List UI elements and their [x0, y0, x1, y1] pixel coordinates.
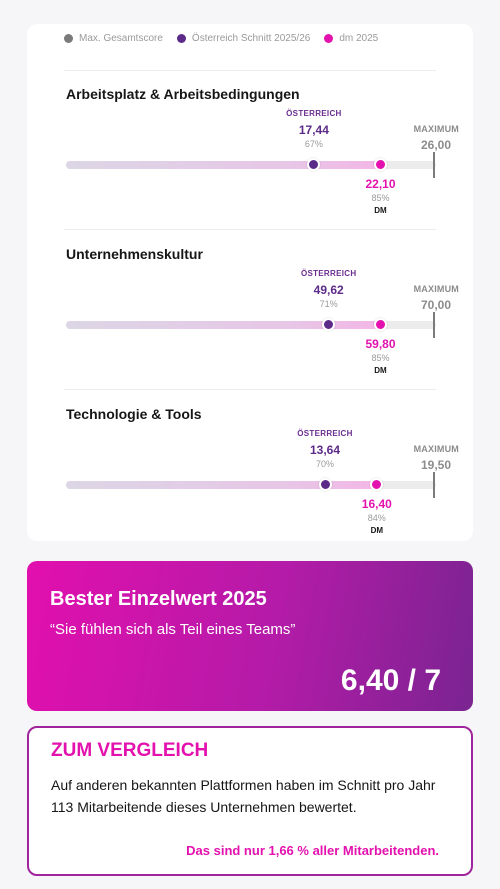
- dm-value: 22,10: [365, 177, 396, 191]
- dm-label: DM: [374, 206, 387, 215]
- austria-label: ÖSTERREICH: [286, 109, 342, 118]
- dm-percent: 85%: [371, 353, 390, 363]
- maximum-label: MAXIMUM: [413, 444, 459, 454]
- compare-text: Auf anderen bekannten Plattformen haben …: [51, 777, 436, 815]
- dm-value: 16,40: [361, 497, 392, 511]
- section-title: Technologie & Tools: [66, 406, 202, 422]
- dm-percent: 85%: [371, 193, 390, 203]
- legend-item-austria: Österreich Schnitt 2025/26: [176, 33, 311, 44]
- score-section: Technologie & Tools ÖSTERREICH 13,64 70%…: [27, 406, 473, 566]
- legend-label: dm 2025: [339, 33, 379, 44]
- compare-title: ZUM VERGLEICH: [51, 740, 209, 761]
- maximum-value: 26,00: [420, 138, 451, 152]
- maximum-line: [433, 152, 435, 178]
- score-fill: [66, 321, 381, 329]
- best-score-title: Bester Einzelwert 2025: [50, 588, 267, 610]
- score-fill: [66, 481, 377, 489]
- maximum-value: 70,00: [420, 298, 451, 312]
- legend-item-max: Max. Gesamtscore: [64, 33, 163, 44]
- dm-marker: [374, 318, 387, 331]
- score-fill: [66, 161, 381, 169]
- austria-value: 49,62: [313, 283, 344, 297]
- maximum-value: 19,50: [420, 458, 451, 472]
- divider: [64, 70, 436, 71]
- legend-label: Österreich Schnitt 2025/26: [191, 33, 311, 44]
- maximum-label: MAXIMUM: [413, 124, 459, 134]
- score-section: Arbeitsplatz & Arbeitsbedingungen ÖSTERR…: [27, 86, 473, 246]
- section-title: Unternehmenskultur: [66, 246, 203, 262]
- divider: [64, 389, 436, 390]
- divider: [64, 229, 436, 230]
- legend-dot-icon: [324, 34, 334, 43]
- dm-marker: [374, 158, 387, 171]
- best-score-card: Bester Einzelwert 2025 “Sie fühlen sich …: [27, 561, 473, 711]
- maximum-line: [433, 312, 435, 338]
- section-title: Arbeitsplatz & Arbeitsbedingungen: [66, 86, 300, 102]
- austria-value: 13,64: [309, 443, 341, 457]
- dm-percent: 84%: [367, 513, 386, 523]
- austria-marker: [307, 158, 321, 171]
- dm-label: DM: [370, 526, 384, 535]
- austria-label: ÖSTERREICH: [297, 429, 353, 438]
- best-score-value: 6,40 / 7: [340, 664, 441, 697]
- austria-percent: 70%: [315, 459, 334, 469]
- legend-item-dm: dm 2025: [324, 33, 378, 44]
- austria-percent: 71%: [319, 299, 338, 309]
- austria-label: ÖSTERREICH: [300, 269, 357, 278]
- best-score-quote: “Sie fühlen sich als Teil eines Teams”: [50, 621, 296, 638]
- legend-label: Max. Gesamtscore: [79, 33, 163, 44]
- maximum-line: [433, 472, 435, 498]
- legend: Max. Gesamtscore Österreich Schnitt 2025…: [64, 33, 378, 44]
- dm-marker: [370, 478, 384, 491]
- score-section: Unternehmenskultur ÖSTERREICH 49,62 71% …: [27, 246, 473, 406]
- compare-card: ZUM VERGLEICH Auf anderen bekannten Plat…: [27, 726, 473, 876]
- austria-value: 17,44: [298, 123, 329, 137]
- austria-marker: [318, 478, 332, 491]
- legend-dot-icon: [176, 34, 186, 43]
- austria-percent: 67%: [304, 139, 323, 149]
- dm-value: 59,80: [365, 337, 396, 351]
- comparison-card: Max. Gesamtscore Österreich Schnitt 2025…: [27, 24, 473, 541]
- austria-marker: [322, 318, 336, 331]
- compare-note: Das sind nur 1,66 % aller Mitarbeitenden…: [186, 843, 439, 858]
- maximum-label: MAXIMUM: [413, 284, 459, 294]
- legend-dot-icon: [64, 34, 73, 43]
- dm-label: DM: [374, 366, 387, 375]
